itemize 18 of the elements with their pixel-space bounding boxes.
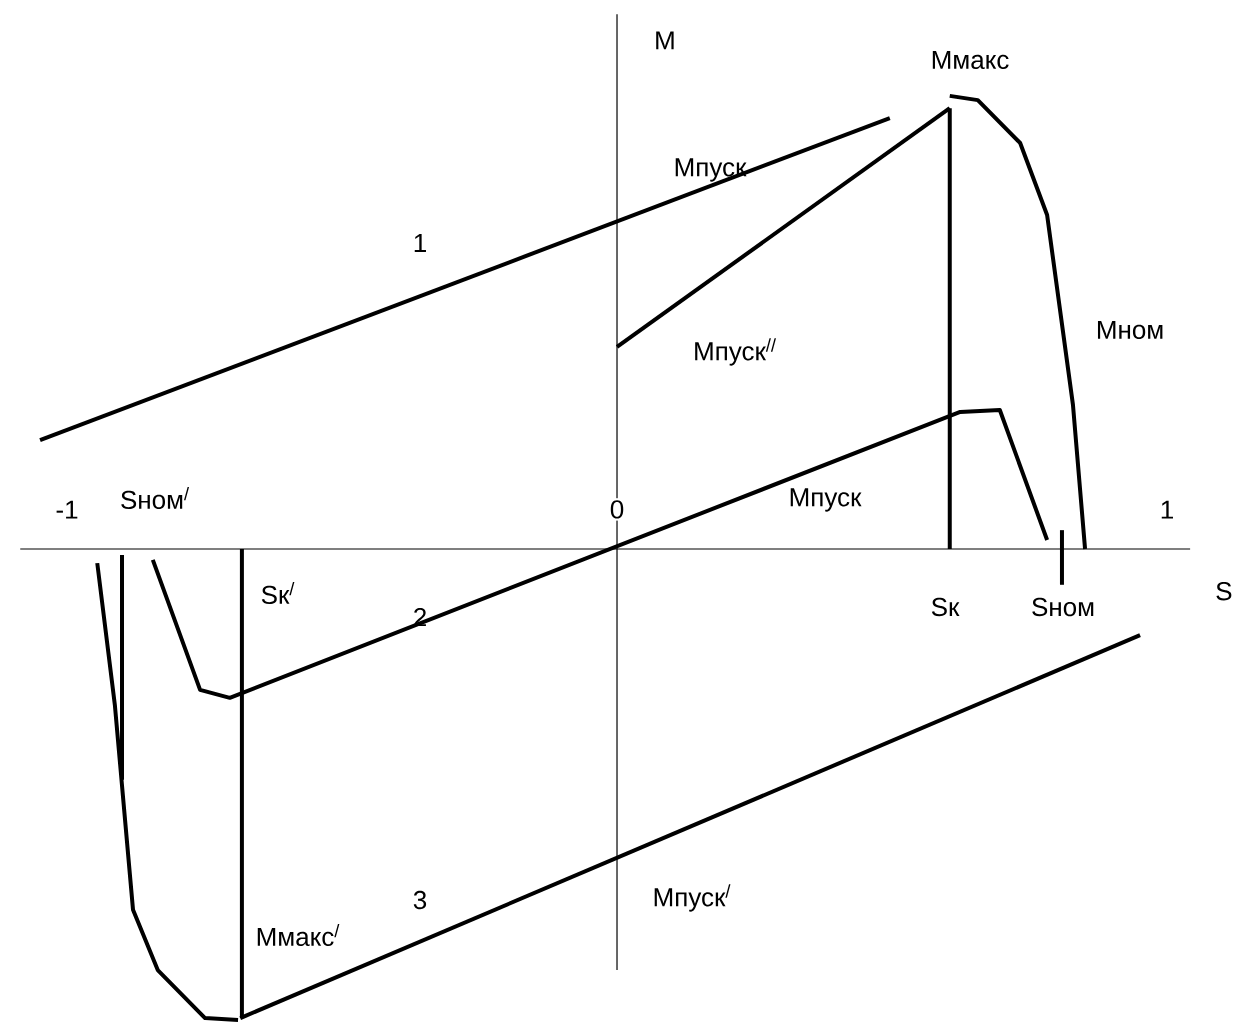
annotation: Sк$^{/}$ — [261, 581, 295, 605]
annotation: 1 — [414, 234, 426, 252]
y-axis-title: М — [656, 31, 674, 50]
x-tick-label: -1 — [56, 500, 78, 519]
annotation: Мпуск — [790, 488, 862, 512]
annotation: Sк — [931, 597, 960, 617]
x-tick-label: 0 — [610, 500, 624, 519]
annotation: Sном$^{/}$ — [121, 486, 190, 510]
annotation: Мпуск$^{//}$ — [695, 338, 776, 366]
annotation: Мном — [1097, 320, 1163, 340]
annotation: Мпуск — [675, 158, 747, 182]
x-tick-label: 1 — [1161, 500, 1173, 519]
x-axis-title: S — [1216, 582, 1232, 601]
annotation: Sном — [1032, 597, 1094, 617]
text: Ммакс — [932, 50, 1009, 70]
annotation: Мпуск$^{/}$ — [654, 884, 731, 912]
annotation: 3 — [413, 890, 427, 910]
annotation: Ммакс$^{/}$ — [257, 923, 340, 947]
